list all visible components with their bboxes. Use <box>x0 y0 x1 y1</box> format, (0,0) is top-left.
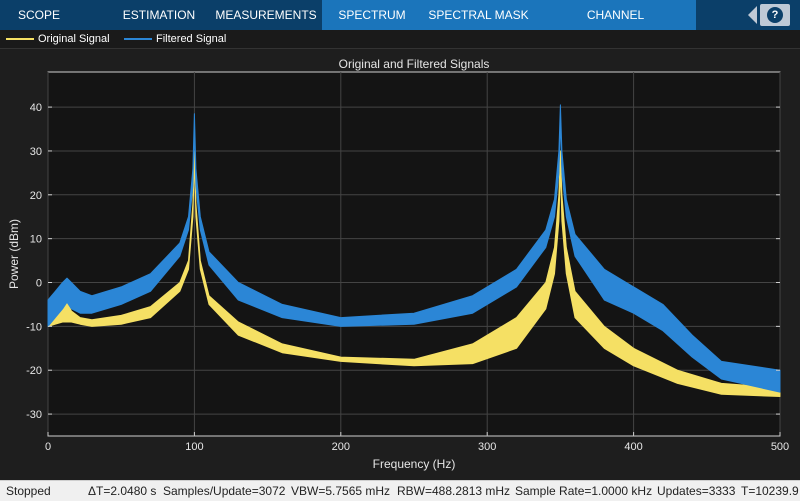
tick-labels: 0 100 200 300 400 500 -30 -20 -10 0 10 20 30 40 <box>26 102 789 453</box>
y-tick-label: 10 <box>30 234 42 246</box>
x-tick-label: 300 <box>478 441 496 453</box>
status-time: T=10239.9 <box>741 484 799 498</box>
legend-swatch-original <box>6 38 34 40</box>
status-state: Stopped <box>6 484 51 498</box>
y-axis-label: Power (dBm) <box>7 219 21 289</box>
tab-spectral-mask[interactable]: SPECTRAL MASK <box>422 0 535 30</box>
legend-swatch-filtered <box>124 38 152 40</box>
status-delta-t: ΔT=2.0480 s <box>88 484 157 498</box>
x-tick-label: 400 <box>624 441 642 453</box>
y-tick-label: 30 <box>30 146 42 158</box>
tab-estimation[interactable]: ESTIMATION <box>122 8 196 22</box>
y-tick-label: -10 <box>26 321 42 333</box>
status-rbw: RBW=488.2813 mHz <box>397 484 511 498</box>
spectrum-plot[interactable]: 0 100 200 300 400 500 -30 -20 -10 0 10 20 30 40 Origi… <box>0 49 800 480</box>
plot-title: Original and Filtered Signals <box>339 57 490 71</box>
series-group <box>47 104 781 397</box>
x-axis-label: Frequency (Hz) <box>373 457 456 471</box>
status-vbw: VBW=5.7565 mHz <box>291 484 391 498</box>
x-tick-label: 500 <box>771 441 789 453</box>
toolstrip: SCOPE ESTIMATION MEASUREMENTS SPECTRUM S… <box>0 0 800 52</box>
series-filtered-signal[interactable] <box>47 104 781 393</box>
x-tick-label: 200 <box>332 441 350 453</box>
help-button[interactable]: ? <box>760 4 790 26</box>
x-tick-label: 100 <box>185 441 203 453</box>
legend-label-original[interactable]: Original Signal <box>38 33 110 45</box>
status-bar: Stopped ΔT=2.0480 s Samples/Update=3072 … <box>0 480 800 501</box>
legend: Original Signal Filtered Signal <box>0 30 800 49</box>
help-icon: ? <box>767 7 783 23</box>
status-updates: Updates=3333 <box>657 484 736 498</box>
tab-measurements[interactable]: MEASUREMENTS <box>215 8 317 22</box>
tab-spectrum[interactable]: SPECTRUM <box>322 0 422 30</box>
x-tick-label: 0 <box>45 441 51 453</box>
legend-label-filtered[interactable]: Filtered Signal <box>156 33 227 45</box>
y-tick-label: -30 <box>26 409 42 421</box>
y-tick-label: 40 <box>30 102 42 114</box>
plot-area[interactable] <box>47 71 781 437</box>
help-control[interactable]: ? <box>748 4 794 26</box>
tab-scope[interactable]: SCOPE <box>17 8 60 22</box>
grid <box>47 72 781 436</box>
y-tick-label: 20 <box>30 190 42 202</box>
tab-channel-measurements[interactable]: CHANNEL MEASUREMENTS <box>535 0 696 52</box>
status-sample-rate: Sample Rate=1.0000 kHz <box>515 484 653 498</box>
status-samples-per-update: Samples/Update=3072 <box>163 484 286 498</box>
y-tick-label: -20 <box>26 365 42 377</box>
y-tick-label: 0 <box>36 278 42 290</box>
collapse-chevron-icon[interactable] <box>748 6 757 24</box>
